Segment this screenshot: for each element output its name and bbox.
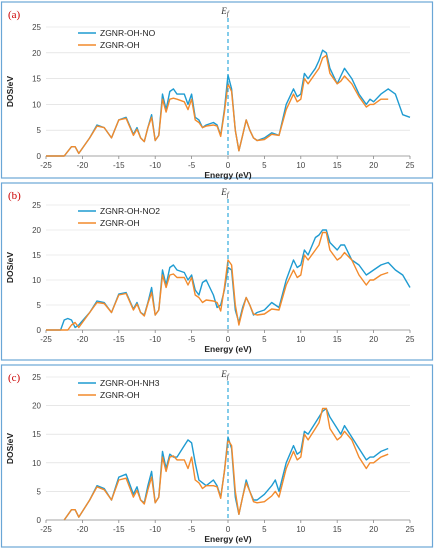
legend-label: ZGNR-OH-NO2 bbox=[100, 206, 160, 216]
x-tick-label: 5 bbox=[262, 161, 267, 170]
fermi-level-label: Ef bbox=[220, 369, 230, 381]
x-axis-title: Energy (eV) bbox=[204, 170, 251, 180]
fermi-level-label: Ef bbox=[220, 187, 230, 199]
x-tick-label: 10 bbox=[296, 335, 305, 344]
y-tick-label: 0 bbox=[37, 516, 42, 525]
fermi-label-subscript: f bbox=[227, 373, 230, 381]
panel-a: 0 5 10 15 20 25 -25 -20 -15 -10 -5 0 5 10 15 20 25 Energy… bbox=[0, 1, 434, 180]
y-axis-title: DOS/eV bbox=[5, 433, 15, 465]
x-tick-label: 5 bbox=[262, 525, 267, 534]
fermi-label-e: E bbox=[220, 187, 227, 197]
y-tick-label: 20 bbox=[32, 402, 41, 411]
y-tick-label: 0 bbox=[37, 326, 42, 335]
fermi-label-e: E bbox=[220, 6, 227, 16]
legend-label: ZGNR-OH bbox=[100, 218, 140, 228]
x-tick-label: -25 bbox=[40, 525, 52, 534]
panel-label: (b) bbox=[8, 190, 21, 202]
y-tick-label: 20 bbox=[32, 49, 41, 58]
panel-label: (a) bbox=[8, 9, 21, 21]
x-tick-label: 0 bbox=[226, 335, 231, 344]
x-tick-label: -15 bbox=[113, 335, 125, 344]
panel-frame bbox=[0, 1, 434, 179]
x-tick-label: -5 bbox=[188, 525, 196, 534]
x-tick-label: -10 bbox=[149, 335, 161, 344]
y-tick-label: 0 bbox=[37, 152, 42, 161]
x-tick-label: 20 bbox=[369, 161, 378, 170]
x-tick-label: 10 bbox=[296, 525, 305, 534]
x-tick-label: -25 bbox=[40, 335, 52, 344]
y-axis-title: DOS/eV bbox=[5, 76, 15, 108]
x-tick-label: -20 bbox=[77, 525, 89, 534]
legend-label: ZGNR-OH bbox=[100, 40, 140, 50]
x-tick-label: -20 bbox=[77, 335, 89, 344]
panel-label: (c) bbox=[8, 372, 21, 384]
y-axis-title: DOS/eV bbox=[5, 252, 15, 284]
y-tick-label: 15 bbox=[32, 251, 41, 260]
x-tick-label: 15 bbox=[333, 335, 342, 344]
x-tick-label: 0 bbox=[226, 161, 231, 170]
x-axis-title: Energy (eV) bbox=[204, 534, 251, 544]
x-axis-title: Energy (eV) bbox=[204, 344, 251, 354]
x-tick-label: 0 bbox=[226, 525, 231, 534]
y-tick-label: 15 bbox=[32, 75, 41, 84]
panel-c: 0 5 10 15 20 25 -25 -20 -15 -10 -5 0 5 10 15 20 25 Energy… bbox=[0, 364, 434, 548]
series-line-zgnr-oh bbox=[63, 407, 389, 521]
series-line-zgnr-oh bbox=[46, 54, 389, 157]
x-tick-label: 25 bbox=[406, 161, 415, 170]
x-tick-label: -10 bbox=[149, 161, 161, 170]
fermi-level-label: Ef bbox=[220, 6, 230, 18]
series-line-zgnr-oh-nh3 bbox=[63, 407, 389, 521]
fermi-label-e: E bbox=[220, 369, 227, 379]
y-tick-label: 5 bbox=[37, 487, 42, 496]
x-tick-label: 15 bbox=[333, 525, 342, 534]
x-tick-label: 25 bbox=[406, 335, 415, 344]
y-tick-label: 15 bbox=[32, 430, 41, 439]
x-tick-label: -5 bbox=[188, 161, 196, 170]
legend-label: ZGNR-OH-NO bbox=[100, 28, 156, 38]
y-tick-label: 10 bbox=[32, 276, 41, 285]
panel-b: 0 5 10 15 20 25 -25 -20 -15 -10 -5 0 5 10 15 20 25 Energy… bbox=[0, 182, 434, 361]
y-tick-label: 20 bbox=[32, 226, 41, 235]
series-line-zgnr-oh bbox=[46, 231, 389, 331]
x-tick-label: 15 bbox=[333, 161, 342, 170]
x-tick-label: 5 bbox=[262, 335, 267, 344]
x-tick-label: -5 bbox=[188, 335, 196, 344]
x-tick-label: -15 bbox=[113, 161, 125, 170]
x-tick-label: -10 bbox=[149, 525, 161, 534]
panel-frame bbox=[0, 182, 434, 361]
x-tick-label: -25 bbox=[40, 161, 52, 170]
x-tick-label: 25 bbox=[406, 525, 415, 534]
panel-frame bbox=[0, 364, 434, 548]
y-tick-label: 5 bbox=[37, 301, 42, 310]
x-tick-label: 10 bbox=[296, 161, 305, 170]
fermi-label-subscript: f bbox=[227, 191, 230, 199]
legend-label: ZGNR-OH bbox=[100, 390, 140, 400]
y-tick-label: 10 bbox=[32, 100, 41, 109]
y-tick-label: 10 bbox=[32, 459, 41, 468]
y-tick-label: 5 bbox=[37, 126, 42, 135]
x-tick-label: 20 bbox=[369, 525, 378, 534]
y-tick-label: 25 bbox=[32, 201, 41, 210]
legend-label: ZGNR-OH-NH3 bbox=[100, 378, 160, 388]
x-tick-label: -20 bbox=[77, 161, 89, 170]
fermi-label-subscript: f bbox=[227, 10, 230, 18]
x-tick-label: -15 bbox=[113, 525, 125, 534]
y-tick-label: 25 bbox=[32, 373, 41, 382]
x-tick-label: 20 bbox=[369, 335, 378, 344]
y-tick-label: 25 bbox=[32, 23, 41, 32]
